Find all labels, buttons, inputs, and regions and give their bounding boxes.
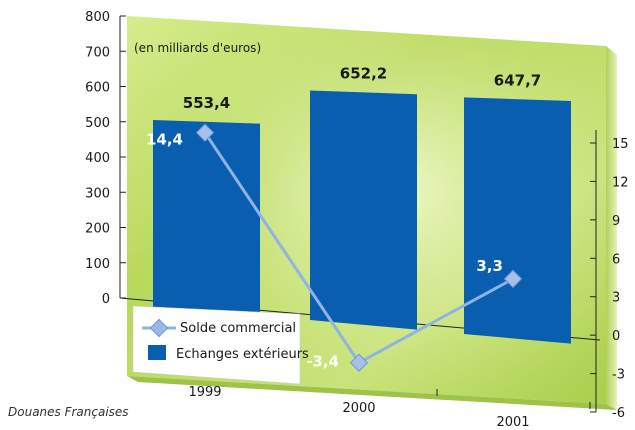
legend-line-marker bbox=[149, 318, 169, 338]
left-tick-label: 200 bbox=[85, 222, 110, 237]
unit-note: (en milliards d'euros) bbox=[134, 41, 261, 55]
right-tick-label: 6 bbox=[612, 252, 620, 267]
solde-point-2001 bbox=[503, 269, 523, 289]
legend: Solde commercial Echanges extérieurs bbox=[132, 305, 309, 385]
left-tick-label: 500 bbox=[85, 116, 110, 131]
x-label-1999: 1999 bbox=[188, 385, 221, 400]
legend-label-echanges: Echanges extérieurs bbox=[176, 347, 309, 362]
bar-2001 bbox=[464, 97, 571, 344]
bars bbox=[153, 90, 571, 344]
right-tick-label: 3 bbox=[612, 291, 620, 306]
right-tick-label: 12 bbox=[612, 175, 629, 190]
legend-label-solde: Solde commercial bbox=[180, 321, 296, 336]
left-tick-label: 800 bbox=[85, 10, 110, 25]
solde-point-2000 bbox=[349, 353, 369, 372]
solde-label-1999: 14,4 bbox=[146, 131, 183, 149]
right-tick-label: 15 bbox=[612, 137, 629, 152]
solde-line-series: 14,4 -3,4 3,3 bbox=[146, 123, 523, 372]
right-tick-label: -6 bbox=[612, 406, 625, 421]
x-label-2000: 2000 bbox=[342, 401, 375, 416]
right-tick-label: 0 bbox=[612, 329, 620, 344]
left-tick-label: 0 bbox=[102, 292, 110, 307]
right-tick-label: 9 bbox=[612, 214, 620, 229]
right-tick-label: -3 bbox=[612, 368, 625, 383]
legend-box bbox=[132, 305, 301, 385]
legend-bar-swatch bbox=[148, 345, 166, 360]
right-axis-ticks: -6 -3 0 3 6 9 12 15 bbox=[590, 137, 629, 421]
bar-label-2000: 652,2 bbox=[340, 65, 387, 83]
bar-label-2001: 647,7 bbox=[494, 71, 541, 89]
source-note: Douanes Françaises bbox=[8, 405, 129, 419]
solde-label-2000: -3,4 bbox=[306, 353, 339, 371]
bar-2000 bbox=[310, 90, 417, 330]
left-tick-label: 400 bbox=[85, 151, 110, 166]
bar-label-1999: 553,4 bbox=[183, 94, 230, 112]
bar-1999 bbox=[153, 120, 260, 319]
solde-label-2001: 3,3 bbox=[476, 257, 503, 275]
left-tick-label: 300 bbox=[85, 186, 110, 201]
left-axis-ticks: 0 100 200 300 400 500 600 700 800 bbox=[85, 10, 126, 307]
left-tick-label: 700 bbox=[85, 45, 110, 60]
left-tick-label: 600 bbox=[85, 81, 110, 96]
bar-value-labels: 553,4 652,2 647,7 bbox=[183, 65, 541, 112]
x-label-2001: 2001 bbox=[496, 415, 529, 430]
x-axis-labels: 1999 2000 2001 bbox=[188, 385, 529, 430]
solde-point-1999 bbox=[195, 123, 215, 142]
left-tick-label: 100 bbox=[85, 257, 110, 272]
